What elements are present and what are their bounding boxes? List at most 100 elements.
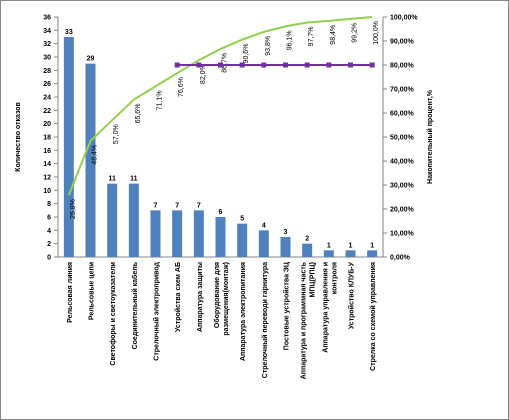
x-tick-label: Рельсовые цепи	[89, 262, 96, 320]
y-tick-label: 36	[43, 15, 51, 22]
cumulative-label: 99,2%	[352, 23, 359, 43]
y-tick-label: 4	[47, 228, 51, 235]
y-axis-label: Количество отказов	[15, 101, 22, 171]
cumulative-label: 48,4%	[92, 145, 99, 165]
bar-value-label: 11	[108, 176, 116, 183]
y-tick-label: 34	[43, 28, 51, 35]
y-tick-label: 28	[43, 68, 51, 75]
y-tick-label: 8	[47, 201, 51, 208]
series-marker	[348, 62, 353, 68]
bar-value-label: 1	[327, 242, 331, 249]
cumulative-label: 96,1%	[287, 30, 294, 50]
series-marker	[369, 62, 375, 68]
y-tick-label: 0	[47, 255, 51, 262]
cumulative-label: 71,1%	[157, 90, 164, 110]
x-tick-label: Аппаратура и программная часть МПЦ(РПЦ)	[301, 261, 317, 379]
y-tick-label: 32	[43, 41, 51, 48]
y-tick-label: 20	[43, 121, 51, 128]
bar	[63, 37, 74, 257]
y-tick-label: 14	[43, 161, 51, 168]
y2-tick-label: 0,00%	[390, 255, 411, 262]
bar-value-label: 2	[305, 236, 309, 243]
series-line	[67, 16, 373, 196]
cumulative-label: 57,0%	[113, 124, 120, 144]
x-tick-label: Рельсовая линия	[67, 262, 74, 323]
bar	[367, 250, 378, 257]
cumulative-label: 90,6%	[243, 44, 250, 64]
series-marker	[218, 62, 223, 68]
y-tick-label: 12	[43, 175, 51, 182]
bar	[193, 210, 204, 257]
x-tick-label: Стрелочный переводи гарнитура	[261, 262, 269, 378]
bar-value-label: 1	[370, 242, 374, 249]
y2-tick-label: 70,00%	[390, 87, 415, 94]
cumulative-label: 100,0%	[373, 21, 380, 45]
cumulative-label: 93,8%	[265, 36, 272, 56]
y-tick-label: 10	[43, 188, 51, 195]
cumulative-label: 65,6%	[135, 104, 142, 124]
x-tick-label: Устройство КЛУБ-У	[348, 261, 356, 329]
series-marker	[304, 62, 310, 68]
x-tick-label: Оборудование для размещения(монтаж)	[213, 262, 230, 336]
bar	[280, 237, 291, 257]
series-marker	[261, 62, 267, 68]
bar-value-label: 4	[262, 222, 266, 229]
x-tick-label: Аппаратура защиты	[197, 262, 204, 332]
y2-tick-label: 60,00%	[390, 111, 415, 118]
bar	[258, 230, 269, 257]
y2-tick-label: 80,00%	[390, 63, 415, 70]
x-tick-label: Стрелочный электропривод	[153, 261, 161, 360]
y2-tick-label: 50,00%	[390, 135, 415, 142]
bar	[150, 210, 161, 257]
x-tick-label: Постовые устройства ЭЦ	[283, 261, 291, 350]
x-tick-label: Светофоры и светоуказатели	[110, 262, 117, 366]
bar-value-label: 33	[65, 29, 73, 36]
y-tick-label: 16	[43, 148, 51, 155]
x-tick-label: Соединительный кабель	[131, 261, 139, 349]
y-tick-label: 6	[47, 215, 51, 222]
y-tick-label: 30	[43, 55, 51, 62]
cumulative-label: 86,7%	[222, 53, 229, 73]
y2-tick-label: 100,00%	[390, 15, 418, 22]
cumulative-label: 76,6%	[178, 77, 185, 97]
bar	[107, 183, 118, 257]
bar	[323, 250, 334, 257]
y-tick-label: 18	[43, 135, 51, 142]
bar	[237, 223, 248, 257]
bar-value-label: 11	[130, 176, 138, 183]
series-marker	[239, 62, 245, 68]
bar-value-label: 5	[240, 216, 244, 223]
y2-tick-label: 10,00%	[390, 231, 415, 238]
bar-value-label: 7	[175, 202, 179, 209]
y-tick-label: 26	[43, 81, 51, 88]
bar	[128, 183, 139, 257]
cumulative-label: 25,8%	[70, 199, 77, 219]
x-tick-label: Аппаратура электропитания	[240, 262, 247, 361]
series-marker	[196, 62, 202, 68]
y2-tick-label: 20,00%	[390, 207, 415, 214]
x-tick-label: Устройства схем АБ	[174, 262, 182, 332]
y-tick-label: 2	[47, 241, 51, 248]
bar-value-label: 7	[154, 202, 158, 209]
x-tick-label: Аппаратура управления и контроля	[322, 262, 338, 353]
bar-value-label: 6	[219, 209, 223, 216]
y-tick-label: 24	[43, 95, 51, 102]
y2-tick-label: 30,00%	[390, 183, 415, 190]
y2-tick-label: 40,00%	[390, 159, 415, 166]
bar	[172, 210, 183, 257]
bar-value-label: 3	[284, 229, 288, 236]
series-marker	[174, 62, 180, 68]
bar	[302, 243, 313, 257]
bar-value-label: 7	[197, 202, 201, 209]
bar	[345, 250, 356, 257]
bar-value-label: 1	[349, 242, 353, 249]
y2-axis-label: Накопительный процент,%	[426, 89, 434, 184]
cumulative-label: 97,7%	[308, 27, 315, 47]
series-marker	[283, 62, 288, 68]
bar	[85, 63, 96, 257]
cumulative-label: 98,4%	[330, 25, 337, 45]
series-marker	[326, 62, 332, 68]
cumulative-label: 82,0%	[200, 64, 207, 84]
y-tick-label: 22	[43, 108, 51, 115]
